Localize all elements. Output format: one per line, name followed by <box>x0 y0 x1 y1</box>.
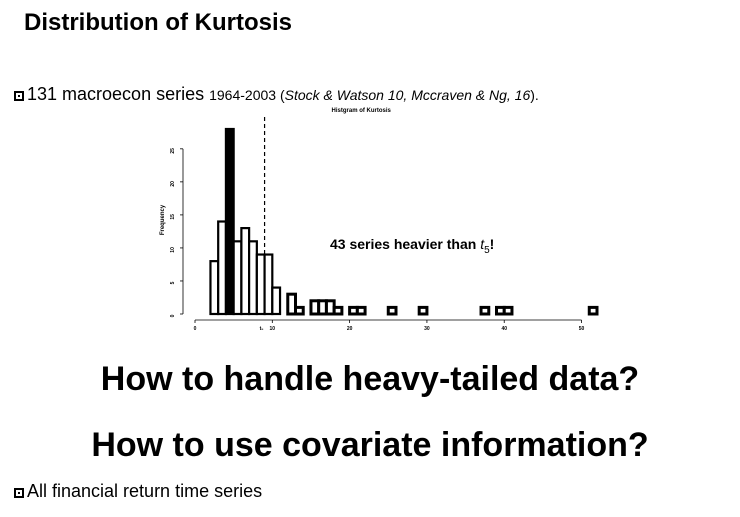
y-tick-label: 0 <box>170 314 176 317</box>
y-tick-label: 5 <box>170 281 176 284</box>
histogram-bar <box>355 305 367 316</box>
histogram-bar <box>263 253 274 316</box>
histogram-bar <box>417 305 429 316</box>
histogram-bar <box>240 227 251 316</box>
annotation-heavier-than-t5: 43 series heavier than t5! <box>330 236 494 256</box>
x-tick-label: 20 <box>347 326 353 332</box>
bullet-financial: All financial return time series <box>14 481 262 502</box>
chart-title: Histgram of Kurtosis <box>332 108 392 114</box>
citation-close: ). <box>530 87 539 103</box>
x-tick-label: 10 <box>270 326 276 332</box>
histogram-bar <box>232 240 243 316</box>
y-tick-label: 25 <box>170 148 176 154</box>
slide-title: Distribution of Kurtosis <box>24 9 292 36</box>
x-tick-label: 40 <box>501 326 507 332</box>
bullet-years: 1964-2003 <box>209 87 277 103</box>
histogram-bar <box>248 240 258 316</box>
x-tick-label: 0 <box>194 326 197 332</box>
t5-tick-label: t₅ <box>260 326 265 332</box>
question-covariate: How to use covariate information? <box>91 426 649 464</box>
histogram-bar <box>587 305 599 316</box>
bullet-text: All financial return time series <box>27 481 263 501</box>
y-axis-label: Frequency <box>160 204 166 235</box>
histogram-bar <box>209 260 220 316</box>
y-tick-label: 15 <box>170 214 176 220</box>
histogram-bar <box>255 253 266 316</box>
histogram-bar <box>217 220 228 316</box>
histogram-bar <box>294 305 305 316</box>
bullet-text-main: 131 macroecon series <box>27 84 205 104</box>
y-tick-label: 10 <box>170 247 176 253</box>
x-tick-label: 30 <box>424 326 430 332</box>
histogram-bar <box>286 292 297 316</box>
bullet-icon <box>14 488 24 498</box>
question-heavy-tailed: How to handle heavy-tailed data? <box>100 360 640 398</box>
histogram-bar <box>386 305 398 316</box>
histogram-svg: Histgram of Kurtosis Frequency 0 5 10 15 20 25 0… <box>160 108 599 332</box>
histogram-bar <box>502 305 514 316</box>
bullet-macroecon: 131 macroecon series 1964-2003 (Stock & … <box>14 84 539 105</box>
bullet-icon <box>14 91 24 101</box>
histogram-bar <box>271 286 282 316</box>
kurtosis-histogram: Histgram of Kurtosis Frequency 0 5 10 15 20 25 0… <box>150 102 610 347</box>
histogram-bar <box>332 305 344 316</box>
histogram-bar <box>479 305 491 316</box>
x-tick-label: 50 <box>579 326 585 332</box>
y-tick-label: 20 <box>170 181 176 187</box>
citation-text: Stock & Watson 10, Mccraven & Ng, 16 <box>284 87 531 103</box>
citation-open: ( <box>276 87 285 103</box>
histogram-bar <box>224 127 235 316</box>
